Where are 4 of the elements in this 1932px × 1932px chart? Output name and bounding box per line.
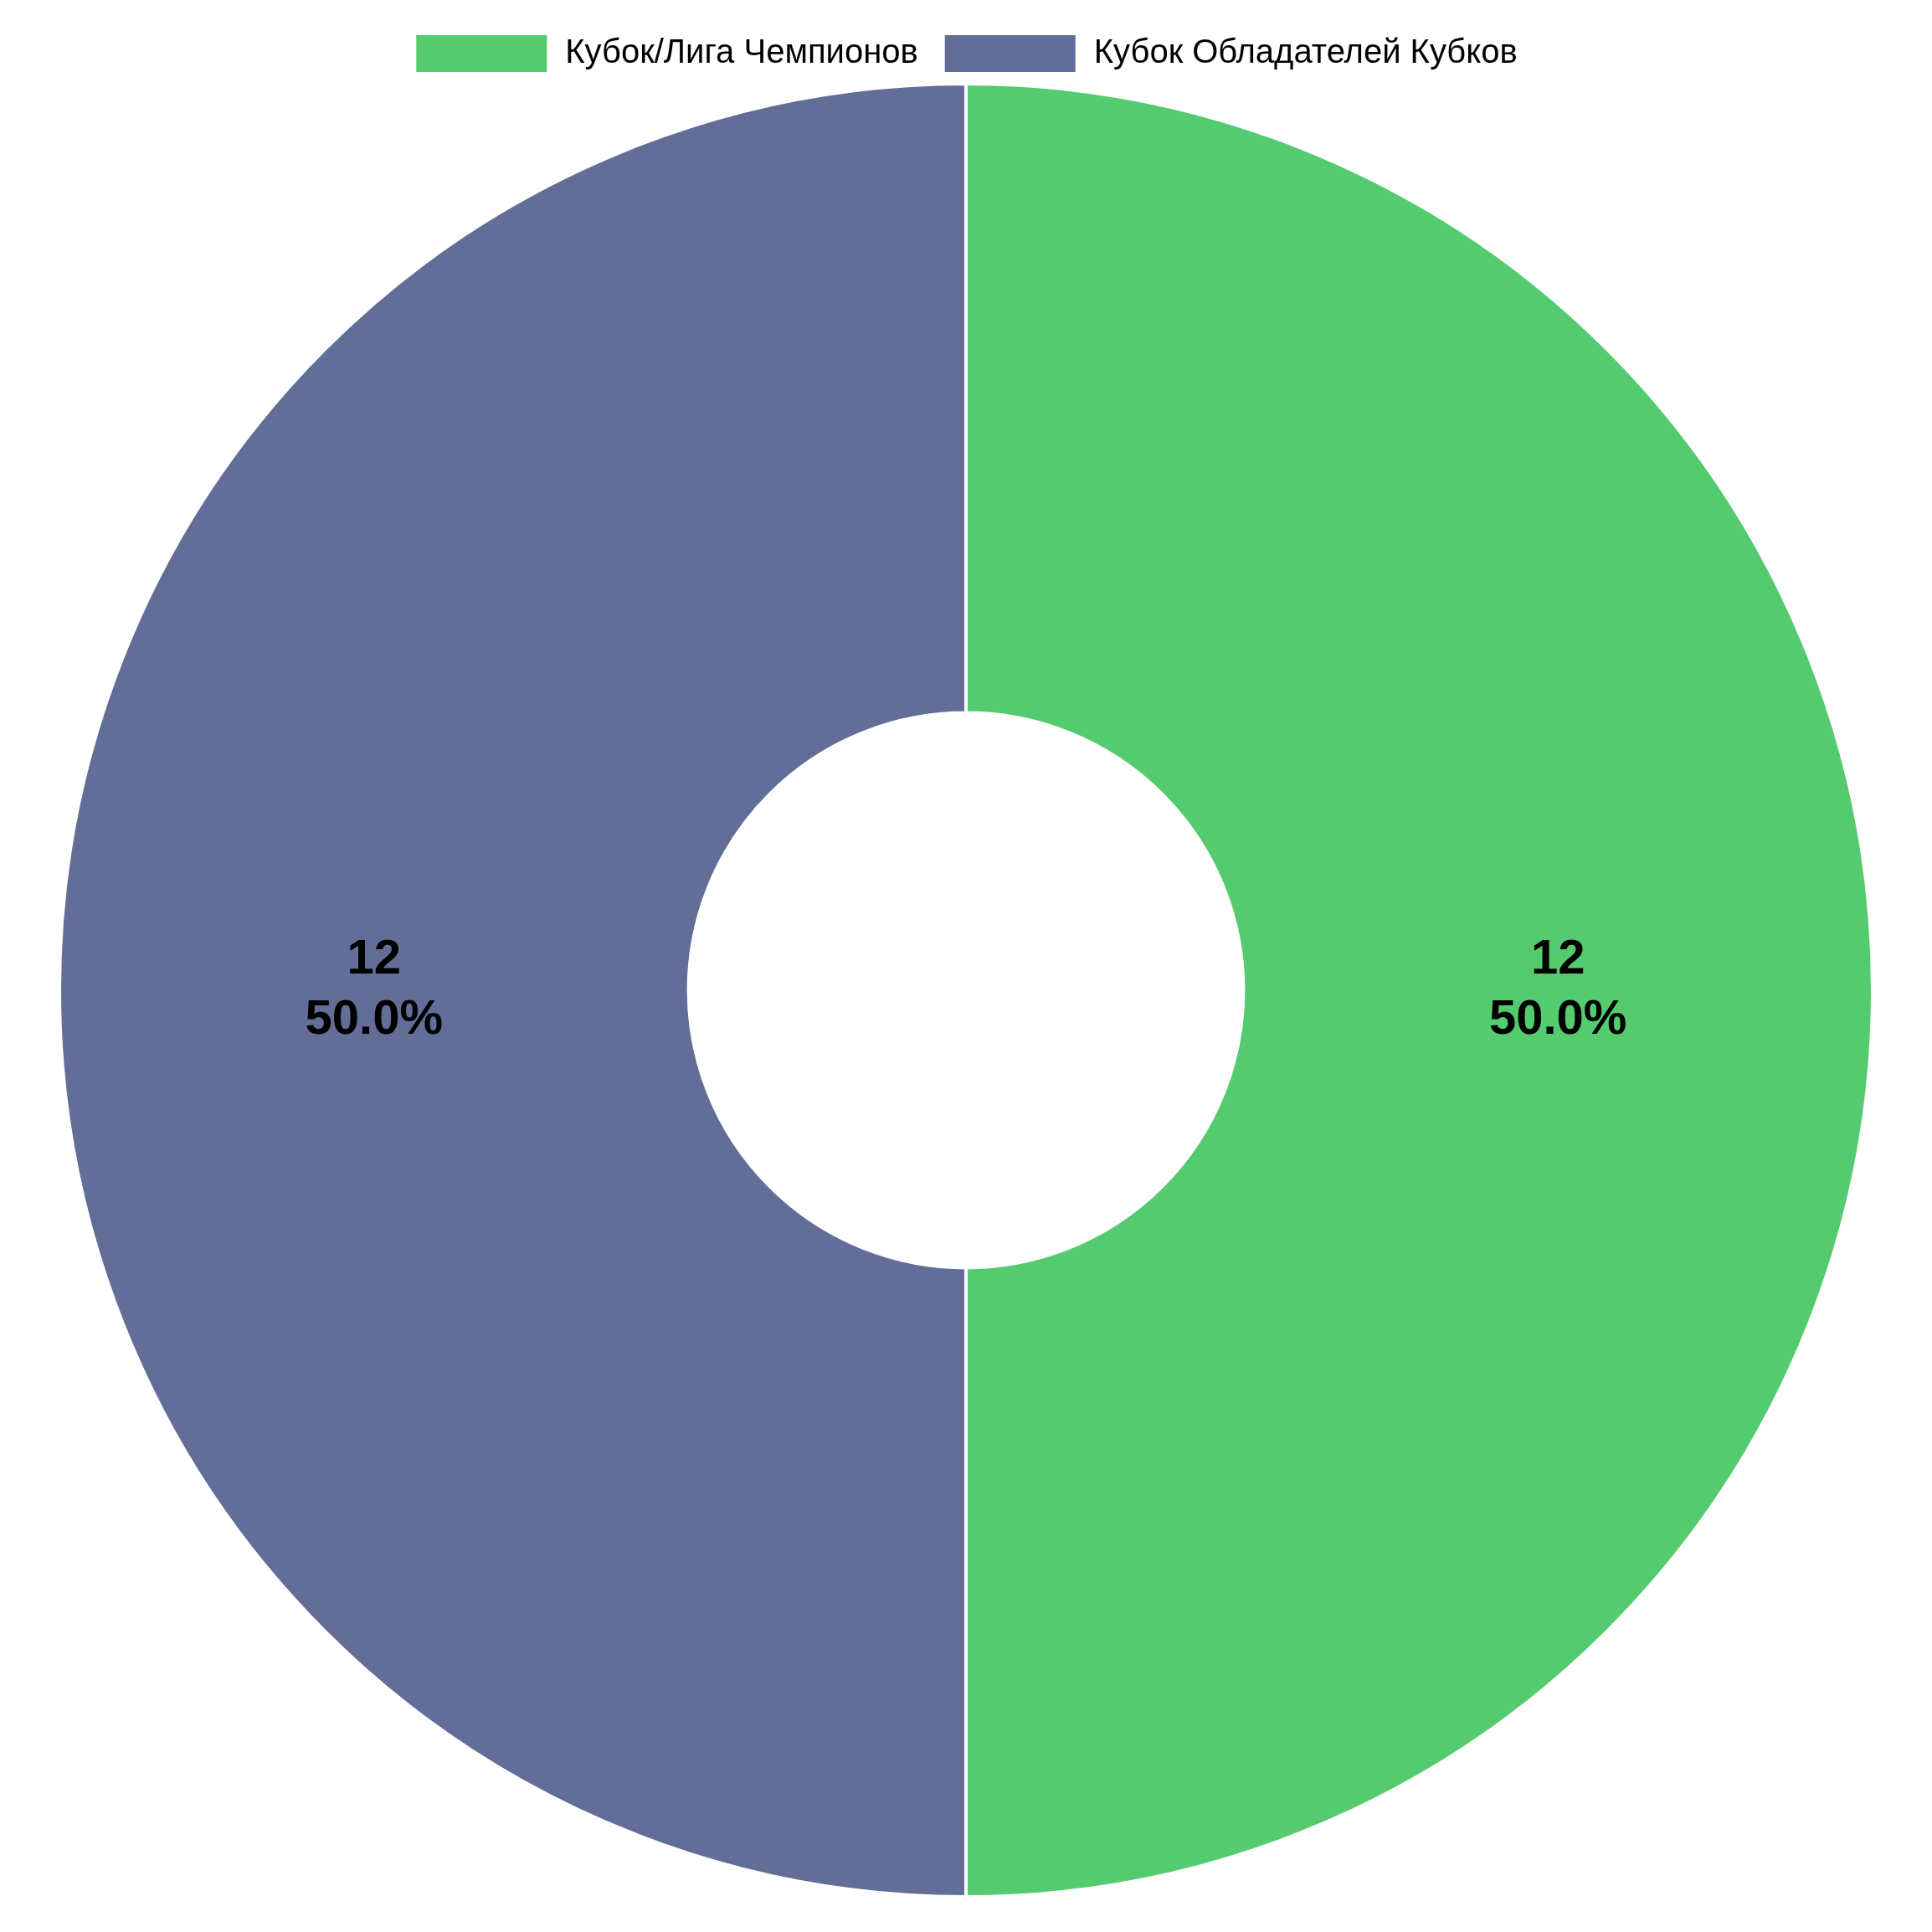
legend-label: Кубок Обладателей Кубков xyxy=(1093,33,1518,70)
data-label: 12 50.0% xyxy=(305,929,444,1044)
data-label: 12 50.0% xyxy=(1488,929,1627,1044)
legend-label: Кубок/Лига Чемпионов xyxy=(565,33,918,70)
